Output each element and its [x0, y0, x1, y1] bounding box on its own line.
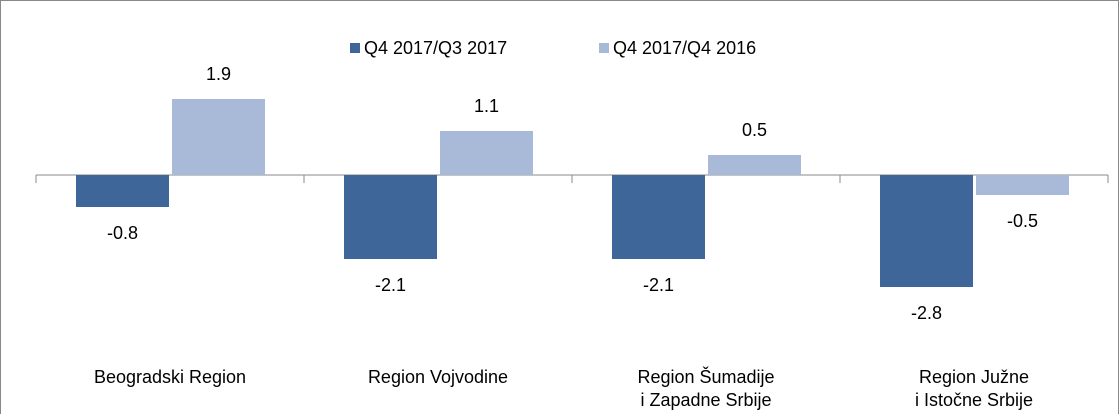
bar [880, 175, 973, 287]
legend-swatch [599, 43, 609, 53]
bar [976, 175, 1069, 195]
bar [612, 175, 705, 259]
data-label: 0.5 [742, 120, 767, 140]
x-tick-label: Beogradski Region [93, 367, 247, 387]
legend-label: Q4 2017/Q3 2017 [364, 38, 507, 58]
data-label: -2.1 [375, 275, 406, 295]
x-tick-label: Region Šumadije i Zapadne Srbije [637, 367, 775, 410]
data-label: -0.5 [1007, 211, 1038, 231]
x-tick-label: Region Južne i Istočne Srbije [914, 367, 1034, 410]
data-label: -2.1 [643, 275, 674, 295]
bar [76, 175, 169, 207]
x-tick-label: Region Vojvodine [367, 367, 509, 387]
bar [344, 175, 437, 259]
data-label: 1.9 [206, 64, 231, 84]
data-label: -0.8 [107, 223, 138, 243]
data-label: 1.1 [474, 96, 499, 116]
bar [708, 155, 801, 175]
legend-swatch [350, 43, 360, 53]
data-label: -2.8 [911, 303, 942, 323]
bar [172, 99, 265, 175]
legend-label: Q4 2017/Q4 2016 [613, 38, 756, 58]
bar [440, 131, 533, 175]
